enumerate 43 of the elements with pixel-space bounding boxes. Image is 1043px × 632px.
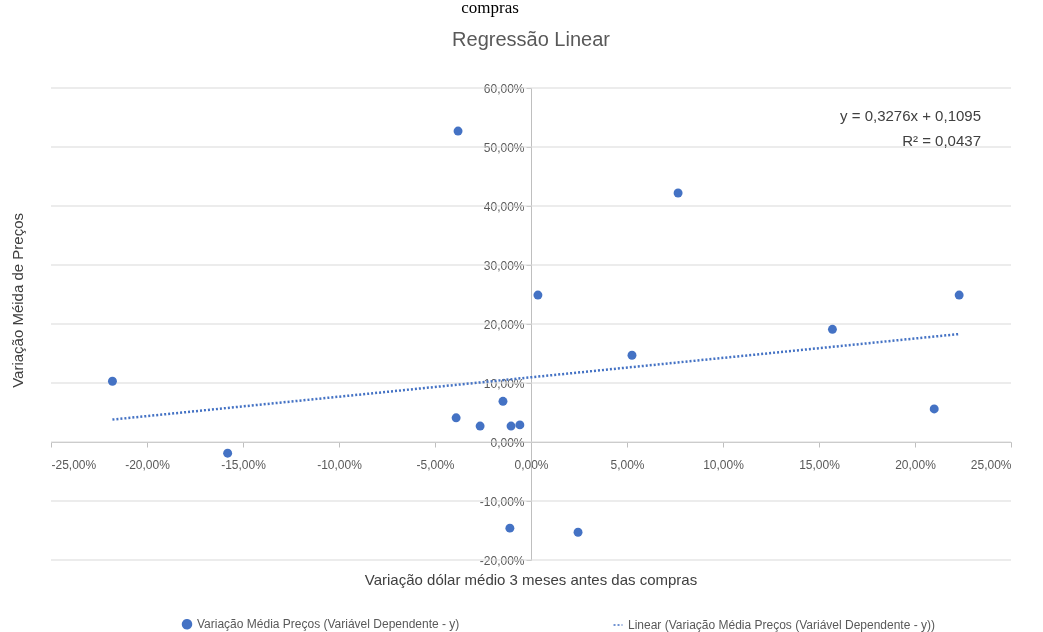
- y-tick-label: 50,00%: [483, 140, 525, 155]
- point: [505, 523, 515, 533]
- x-tick-label: -10,00%: [317, 457, 363, 472]
- x-axis-title: Variação dólar médio 3 meses antes das compras: [364, 571, 698, 588]
- point: [573, 527, 583, 537]
- x-tick-label: 0,00%: [514, 457, 549, 472]
- x-tick-label: 10,00%: [703, 457, 745, 472]
- point: [107, 376, 117, 386]
- point: [223, 448, 233, 458]
- point: [453, 126, 463, 136]
- annotation: R² = 0,0437: [902, 132, 981, 149]
- x-tick-label: -20,00%: [125, 457, 171, 472]
- x-tick-label: -15,00%: [221, 457, 267, 472]
- point: [954, 290, 964, 300]
- point: [827, 324, 837, 334]
- point: [929, 404, 939, 414]
- point: [475, 421, 485, 431]
- y-tick-label: 0,00%: [490, 435, 525, 450]
- legend-label: Linear (Variação Média Preços (Variável Dependente - y)): [628, 618, 936, 632]
- point: [498, 396, 508, 406]
- x-tick-label: -5,00%: [416, 457, 455, 472]
- point: [533, 290, 543, 300]
- y-tick-label: 60,00%: [483, 81, 525, 96]
- y-tick-label: 20,00%: [483, 317, 525, 332]
- point: [515, 420, 525, 430]
- point: [451, 413, 461, 423]
- y-tick-label: 40,00%: [483, 199, 525, 214]
- y-tick-label: 30,00%: [483, 258, 525, 273]
- y-tick-label: -10,00%: [479, 494, 525, 509]
- y-axis-title: Variação Méida de Preços: [9, 212, 26, 388]
- y-tick-label: -20,00%: [479, 553, 525, 568]
- point: [506, 421, 516, 431]
- x-tick-label: -25,00%: [51, 457, 97, 472]
- x-tick-label: 20,00%: [895, 457, 937, 472]
- text: compras: [461, 0, 519, 17]
- x-tick-label: 15,00%: [799, 457, 841, 472]
- point: [627, 350, 637, 360]
- x-tick-label: 25,00%: [970, 457, 1012, 472]
- chart-title: Regressão Linear: [452, 28, 611, 50]
- legend-label: Variação Média Preços (Variável Dependente - y): [197, 617, 460, 632]
- point: [673, 188, 683, 198]
- x-tick-label: 5,00%: [610, 457, 645, 472]
- annotation: y = 0,3276x + 0,1095: [840, 107, 981, 124]
